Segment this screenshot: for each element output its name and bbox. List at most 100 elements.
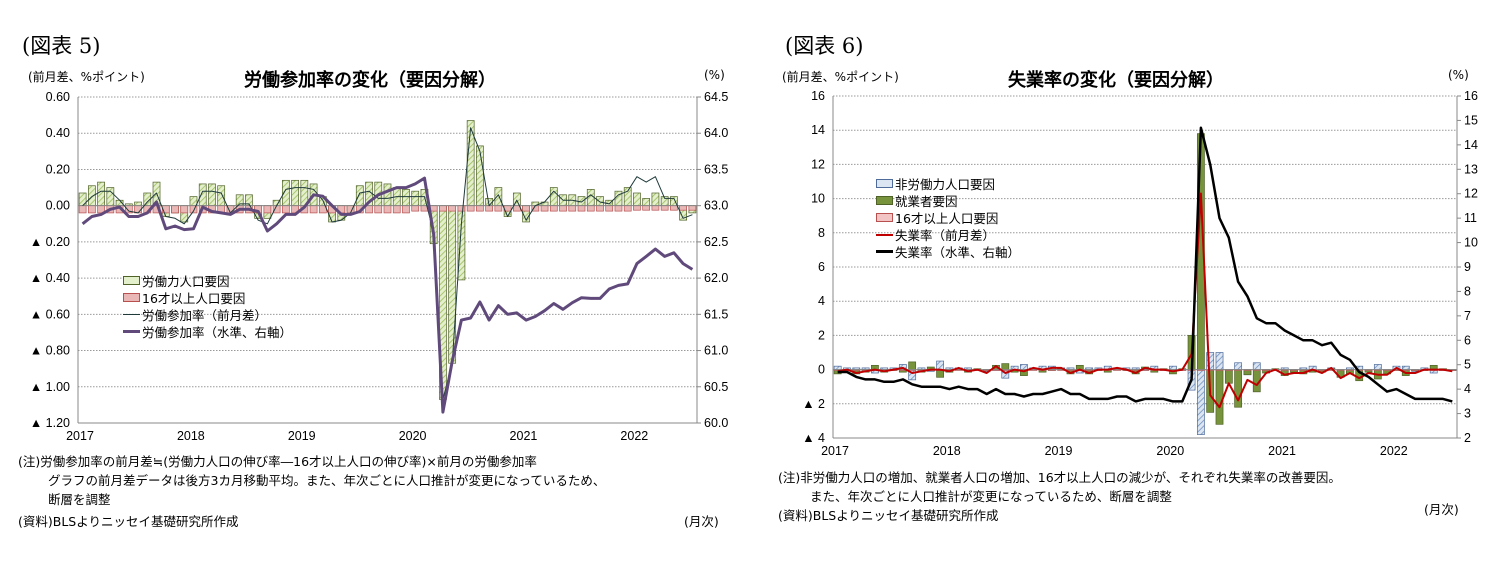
- line-participation-rate-change: [82, 127, 693, 400]
- y-tick-label: 12: [811, 157, 825, 171]
- bar-not-in-labor-force-factor: [1252, 362, 1261, 370]
- y-right-tick-label: 15: [1464, 113, 1478, 127]
- y-axis-label: (前月差、%ポイント): [28, 70, 145, 84]
- x-axis-label: (月次): [1424, 502, 1459, 517]
- bar-not-in-labor-force-factor: [1196, 369, 1205, 435]
- x-tick-label: 2017: [66, 429, 94, 443]
- x-tick-label: 2021: [1268, 444, 1296, 458]
- y-tick-label: ▲ 0.20: [30, 235, 70, 249]
- bar-not-in-labor-force-factor: [833, 365, 842, 370]
- y-axis-label: (前月差、%ポイント): [782, 70, 899, 84]
- legend-item: 非労働力人口要因: [876, 175, 1020, 192]
- y-right-tick-label: 16: [1464, 89, 1478, 103]
- x-tick-label: 2020: [399, 429, 427, 443]
- y-right-tick-label: 2: [1464, 431, 1471, 445]
- y-right-tick-label: 7: [1464, 309, 1471, 323]
- y-tick-label: 16: [811, 89, 825, 103]
- y-tick-label: 0.20: [46, 162, 70, 176]
- y-tick-label: 6: [818, 260, 825, 274]
- bar-employment-factor: [1215, 369, 1224, 425]
- note-line: (注)非労働力人口の増加、就業者人口の増加、16才以上人口の減少が、それぞれ失業…: [778, 470, 1341, 485]
- bar-employment-factor: [1224, 369, 1233, 384]
- x-tick-label: 2019: [1045, 444, 1073, 458]
- bar-employment-factor: [1001, 363, 1010, 370]
- bar-not-in-labor-force-factor: [1401, 365, 1410, 370]
- y-tick-label: 8: [818, 226, 825, 240]
- legend-label: 就業者要因: [895, 194, 958, 209]
- y-tick-label: 14: [811, 123, 825, 137]
- bar-employment-factor: [908, 361, 917, 370]
- chart-title: 失業率の変化（要因分解）: [1008, 70, 1224, 91]
- y-tick-label: 0.40: [46, 126, 70, 140]
- y-axis-right-label: (%): [704, 68, 725, 82]
- y-right-tick-label: 9: [1464, 260, 1471, 274]
- bar-not-in-labor-force-factor: [1373, 364, 1382, 370]
- y-right-tick-label: 64.0: [704, 126, 728, 140]
- legend: 非労働力人口要因 就業者要因 16才以上人口要因 失業率（前月差） 失業率（水準…: [876, 175, 1020, 260]
- x-tick-label: 2022: [620, 429, 648, 443]
- figure-label: (図表 6): [785, 34, 864, 58]
- y-right-tick-label: 61.0: [704, 344, 728, 358]
- bar-not-in-labor-force-factor: [936, 360, 944, 370]
- y-tick-label: ▲ 0.80: [30, 344, 70, 358]
- y-right-tick-label: 60.0: [704, 416, 728, 430]
- note-line: また、年次ごとに人口推計が変更になっているため、断層を調整: [810, 489, 1172, 504]
- y-right-tick-label: 8: [1464, 284, 1471, 298]
- note-line: 断層を調整: [48, 492, 111, 507]
- bar-not-in-labor-force-factor: [1169, 365, 1177, 370]
- legend: 労働力人口要因 16才以上人口要因 労働参加率（前月差） 労働参加率（水準、右軸…: [123, 272, 292, 340]
- y-right-tick-label: 11: [1464, 211, 1477, 225]
- legend-label: 労働力人口要因: [142, 274, 230, 289]
- bar-not-in-labor-force-factor: [1020, 364, 1028, 370]
- y-tick-label: ▲ 2: [802, 397, 825, 411]
- y-tick-label: 0: [818, 363, 825, 377]
- legend-item: 16才以上人口要因: [123, 289, 292, 306]
- y-axis-right-label: (%): [1448, 68, 1469, 82]
- x-tick-label: 2021: [510, 429, 538, 443]
- figure-label: (図表 5): [22, 34, 101, 58]
- y-right-tick-label: 4: [1464, 382, 1471, 396]
- x-tick-label: 2018: [177, 429, 205, 443]
- y-tick-label: 0.60: [46, 90, 70, 104]
- source-line: (資料)BLSよりニッセイ基礎研究所作成: [18, 514, 239, 529]
- legend-item: 就業者要因: [876, 192, 1020, 209]
- y-right-tick-label: 3: [1464, 407, 1471, 421]
- legend-label: 労働参加率（水準、右軸）: [142, 325, 293, 340]
- legend-line-red: [876, 233, 893, 236]
- x-tick-label: 2019: [288, 429, 316, 443]
- x-axis-label: (月次): [684, 514, 719, 529]
- source-line: (資料)BLSよりニッセイ基礎研究所作成: [778, 508, 999, 523]
- y-tick-label: ▲ 0.60: [30, 307, 70, 321]
- y-right-tick-label: 61.5: [704, 307, 728, 321]
- legend-line-purple: [123, 330, 140, 333]
- x-tick-label: 2022: [1380, 444, 1408, 458]
- y-tick-label: 2: [818, 328, 825, 342]
- legend-swatch-green: [876, 196, 893, 205]
- y-right-tick-label: 60.5: [704, 380, 728, 394]
- y-right-tick-label: 12: [1464, 187, 1478, 201]
- legend-label: 非労働力人口要因: [895, 177, 996, 192]
- bar-not-in-labor-force-factor: [1234, 362, 1243, 370]
- y-right-tick-label: 64.5: [704, 90, 728, 104]
- y-right-tick-label: 63.5: [704, 162, 728, 176]
- legend-line-black: [876, 250, 893, 253]
- y-right-tick-label: 5: [1464, 358, 1471, 372]
- y-tick-label: ▲ 0.40: [30, 271, 70, 285]
- y-right-tick-label: 6: [1464, 333, 1471, 347]
- legend-item: 失業率（水準、右軸）: [876, 243, 1020, 260]
- legend-item: 失業率（前月差）: [876, 226, 1020, 243]
- x-tick-label: 2017: [821, 444, 849, 458]
- y-right-tick-label: 13: [1464, 162, 1478, 176]
- chart-title: 労働参加率の変化（要因分解）: [244, 70, 496, 91]
- legend-swatch-pink: [123, 293, 140, 302]
- line-unemployment-rate-change: [837, 192, 1453, 409]
- y-tick-label: ▲ 1.20: [30, 416, 70, 430]
- legend-item: 労働参加率（前月差）: [123, 306, 292, 323]
- legend-swatch-pink: [876, 213, 893, 222]
- legend-swatch-hatched-green: [123, 276, 140, 285]
- y-right-tick-label: 63.0: [704, 199, 728, 213]
- legend-item: 16才以上人口要因: [876, 209, 1020, 226]
